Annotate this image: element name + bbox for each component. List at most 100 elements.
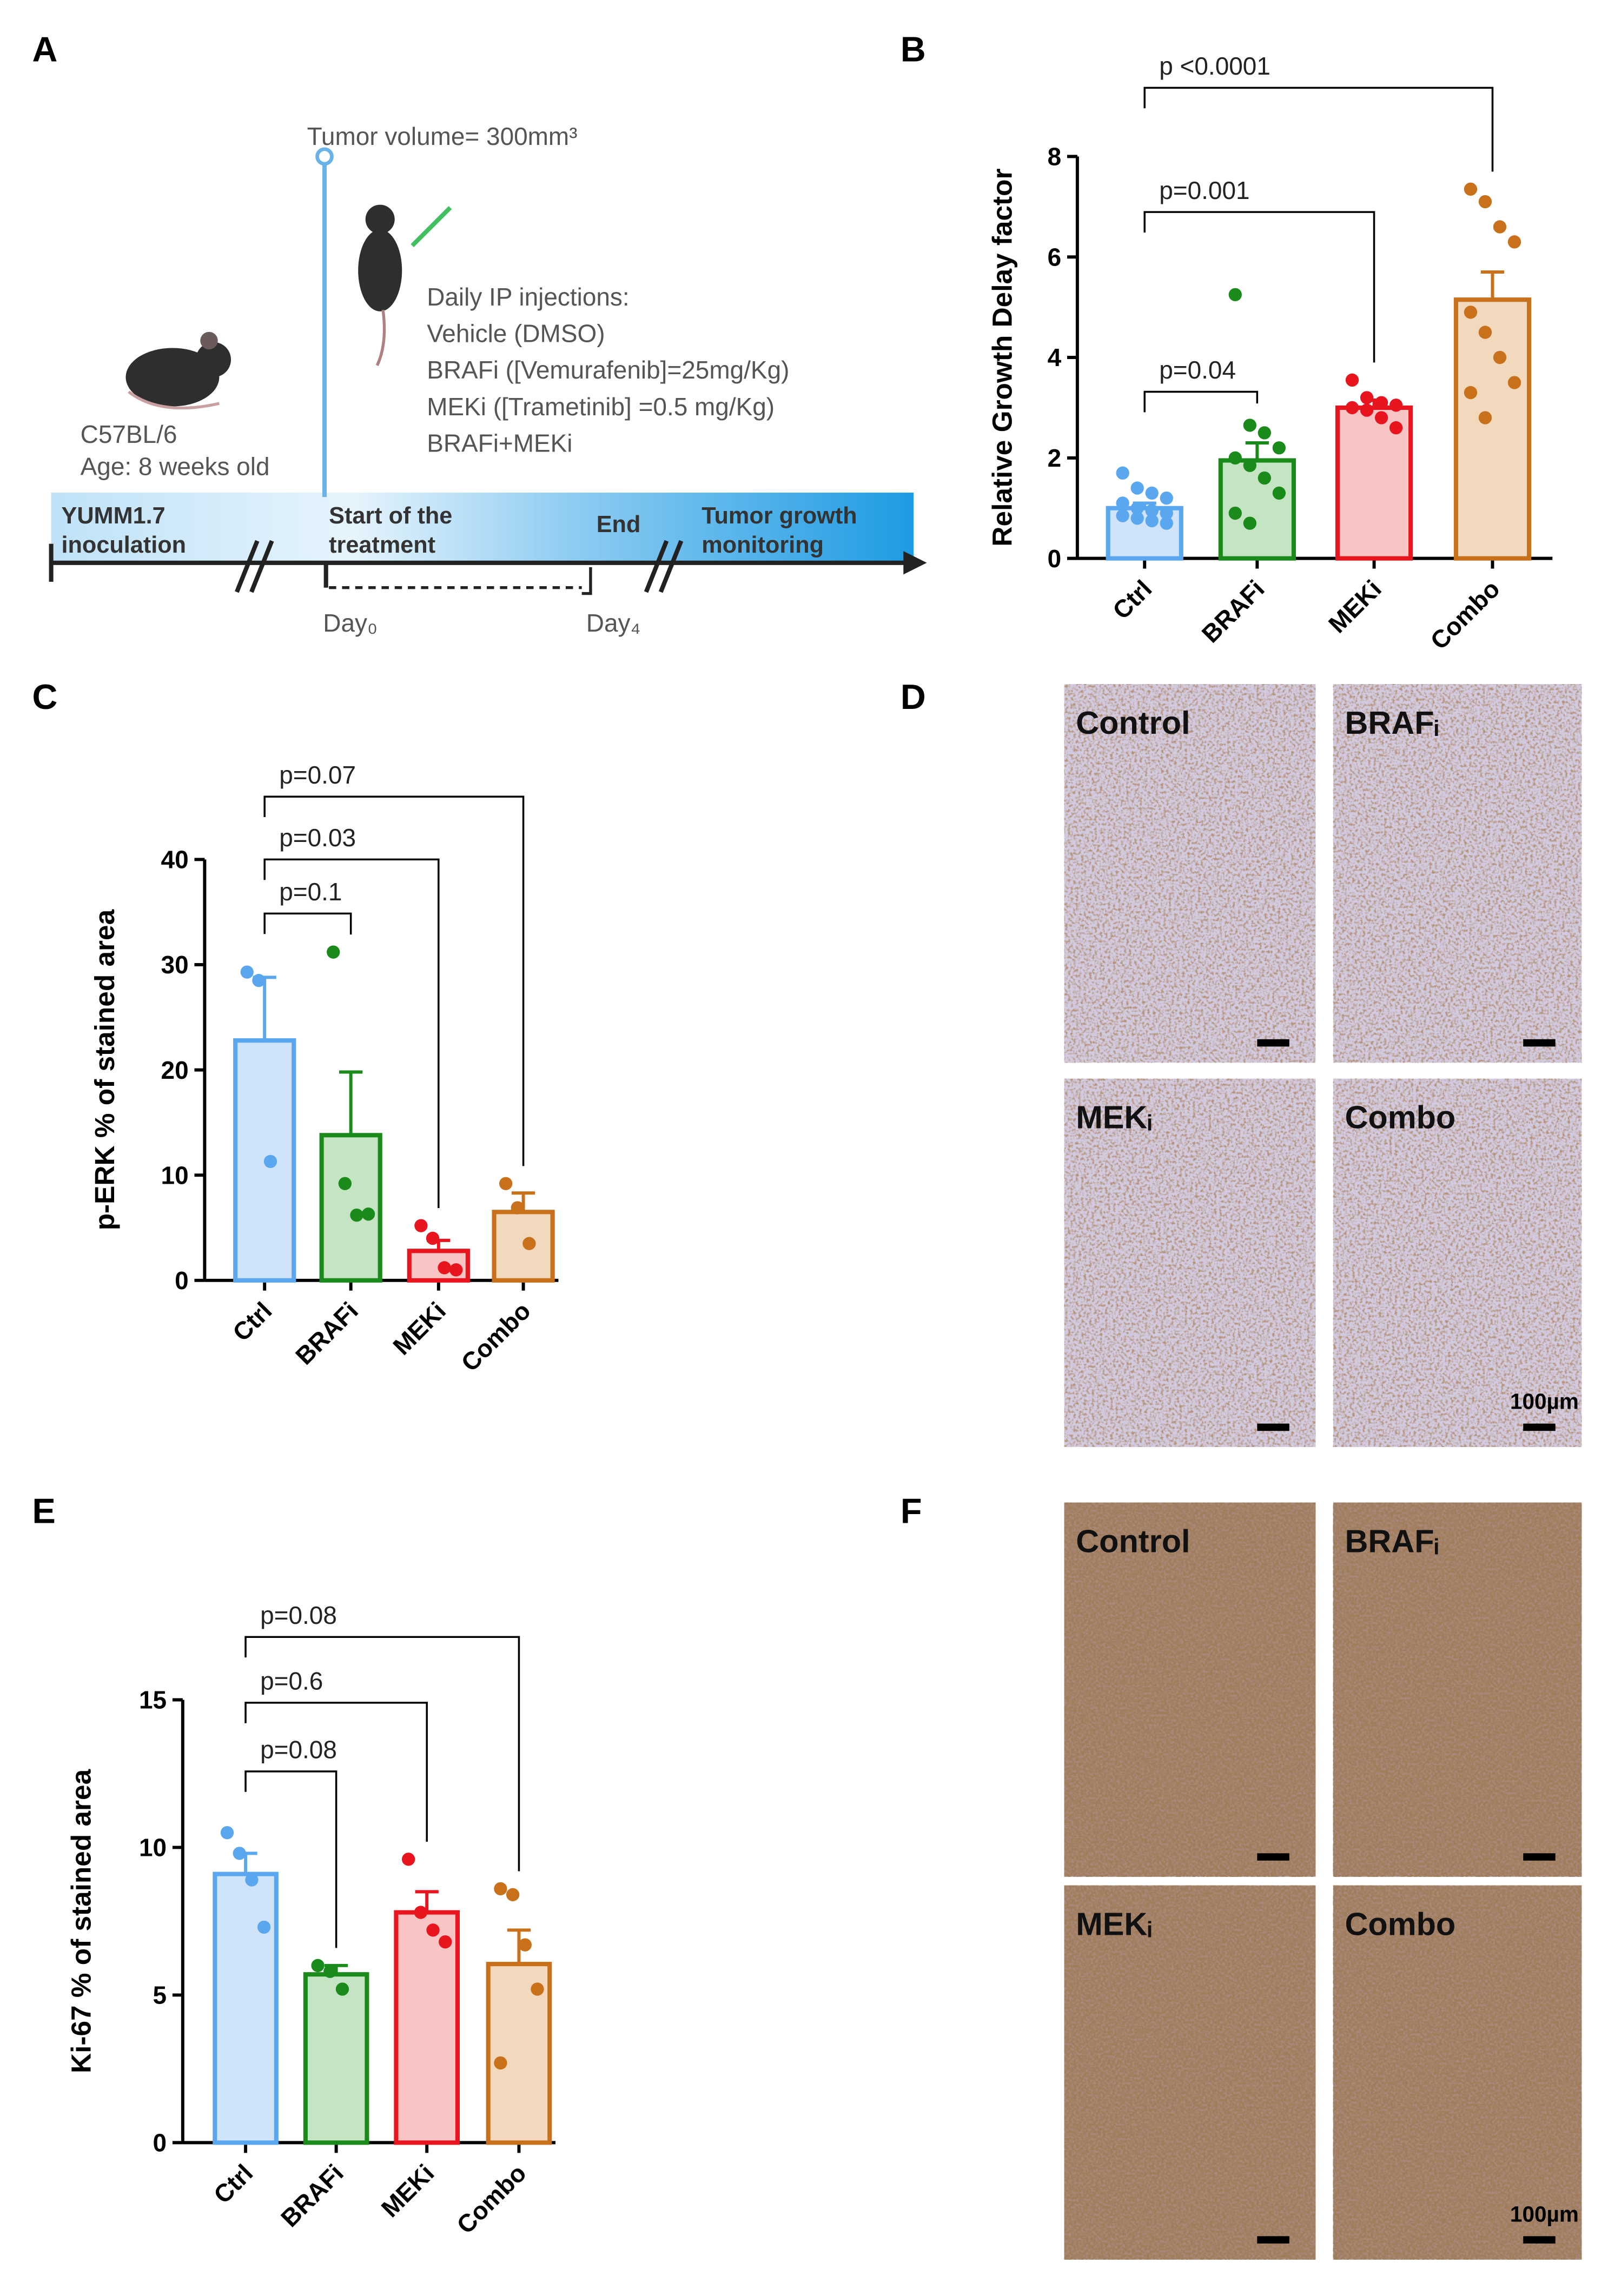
y-tick-label: 5 — [153, 1981, 167, 2009]
data-point — [439, 1935, 452, 1949]
y-tick-label: 0 — [153, 2129, 167, 2157]
stage-label: inoculation — [62, 532, 187, 558]
data-point — [350, 1208, 363, 1222]
data-point — [1160, 506, 1173, 520]
micrograph-label: MEKᵢ — [1076, 1906, 1152, 1942]
timeline-band — [51, 493, 914, 563]
arrow-head — [903, 551, 927, 575]
p-value: p=0.03 — [279, 824, 356, 852]
micrograph-texture — [1333, 1502, 1582, 1877]
y-tick-label: 15 — [139, 1686, 167, 1714]
micrographs: Control BRAFᵢ MEKᵢ Combo 100µm Control BRAFᵢ ME… — [1064, 684, 1582, 2260]
y-tick-label: 30 — [161, 951, 189, 979]
x-tick-label: BRAFi — [1196, 574, 1270, 648]
data-point — [1258, 426, 1272, 440]
micrograph-label: BRAFᵢ — [1345, 705, 1439, 741]
end-tick — [581, 567, 592, 595]
panel-label: B — [901, 30, 926, 69]
p-value: p=0.1 — [279, 878, 342, 906]
injection-line: MEKi ([Trametinib] =0.5 mg/Kg) — [427, 393, 775, 421]
data-point — [1360, 391, 1374, 404]
data-point — [335, 1982, 349, 1996]
significance-bracket — [244, 1770, 338, 1948]
tumor-volume: Tumor volume= 300mm³ — [307, 122, 578, 150]
data-point — [414, 1906, 428, 1919]
day-label: Day₀ — [323, 609, 378, 637]
data-point — [1130, 512, 1144, 525]
stage-label: monitoring — [702, 532, 824, 558]
y-axis-label: Relative Growth Delay factor — [987, 168, 1017, 546]
scale-bar — [1257, 2236, 1289, 2244]
significance-bracket — [263, 912, 352, 935]
micrograph-texture — [1064, 1885, 1316, 2260]
data-point — [1374, 411, 1388, 424]
panel-label: D — [901, 677, 926, 716]
error-bar — [339, 1070, 363, 1136]
data-point — [1228, 451, 1242, 465]
scale-bar — [1257, 1039, 1289, 1047]
data-point — [252, 974, 266, 987]
scale-bar — [1523, 1853, 1556, 1861]
data-point — [1145, 504, 1159, 517]
x-tick-label: MEKi — [1323, 574, 1387, 638]
scale-bar — [1523, 1039, 1556, 1047]
significance-bracket — [244, 1702, 428, 1842]
data-point — [1493, 220, 1507, 234]
micrograph-label: Combo — [1345, 1099, 1456, 1136]
micrograph-label: MEKᵢ — [1076, 1099, 1152, 1136]
p-value: p=0.08 — [260, 1601, 337, 1629]
x-tick-label: BRAFi — [290, 1297, 363, 1370]
data-point — [1160, 492, 1173, 505]
data-point — [1130, 481, 1144, 495]
error-bar — [1245, 441, 1269, 461]
x-tick-label: BRAFi — [275, 2159, 349, 2232]
y-tick-label: 6 — [1048, 243, 1062, 271]
data-point — [245, 1873, 259, 1887]
injection-line: BRAFi+MEKi — [427, 429, 572, 457]
bar — [213, 1872, 279, 2145]
p-value: p=0.04 — [1159, 356, 1236, 384]
data-point — [220, 1826, 234, 1840]
stage-label: YUMM1.7 — [62, 503, 166, 529]
treated-mouse-icon — [358, 204, 452, 367]
stage-label: Start of the — [329, 503, 452, 529]
bar — [319, 1133, 382, 1283]
data-point — [323, 1965, 337, 1978]
mouse-strain: C57BL/6 — [81, 420, 177, 448]
micrograph-label: BRAFᵢ — [1345, 1523, 1439, 1560]
data-point — [511, 1201, 524, 1215]
significance-bracket — [263, 858, 440, 1209]
p-value: p=0.07 — [279, 761, 356, 789]
day-label: Day₄ — [586, 609, 640, 637]
data-point — [1130, 501, 1144, 515]
data-point — [1160, 516, 1173, 530]
x-tick-label: MEKi — [387, 1297, 451, 1361]
micrograph-label: Control — [1076, 1523, 1190, 1560]
data-point — [257, 1920, 271, 1934]
x-tick-label: Combo — [451, 2159, 532, 2239]
data-point — [240, 965, 254, 979]
data-point — [1345, 373, 1359, 387]
data-point — [1464, 306, 1478, 319]
y-tick-label: 4 — [1048, 343, 1062, 371]
panel-labels: A B C D E F — [32, 30, 925, 1531]
micrograph-label: Combo — [1345, 1906, 1456, 1942]
data-point — [361, 1207, 375, 1221]
stage-label: End — [597, 512, 641, 537]
data-point — [1374, 396, 1388, 409]
scale-bar-label: 100µm — [1510, 1389, 1579, 1414]
data-point — [1116, 496, 1129, 510]
data-point — [263, 1154, 277, 1169]
injection-line: Daily IP injections: — [427, 283, 629, 311]
micrograph-texture — [1333, 1885, 1582, 2260]
y-tick-label: 0 — [175, 1266, 189, 1295]
data-point — [1145, 514, 1159, 528]
mouse-icon — [125, 331, 231, 410]
y-axis-label: p-ERK % of stained area — [89, 909, 120, 1230]
stage-label: treatment — [329, 532, 435, 558]
x-tick-label: Combo — [455, 1297, 536, 1377]
data-point — [1258, 471, 1272, 485]
data-point — [414, 1219, 428, 1232]
scale-bar-label: 100µm — [1510, 2201, 1579, 2226]
